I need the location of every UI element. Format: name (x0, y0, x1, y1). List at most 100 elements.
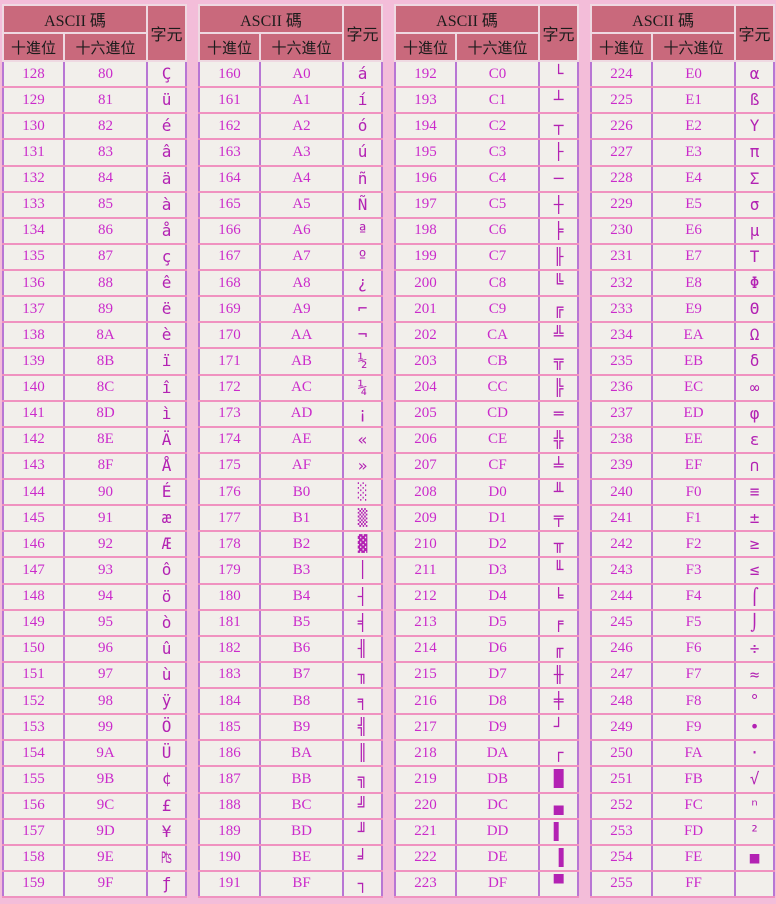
char-cell: │ (342, 556, 384, 585)
table-row: 192 C0 └ (394, 59, 580, 89)
char-header: 字元 (538, 4, 580, 62)
char-cell: Ü (146, 739, 188, 768)
char-cell: φ (734, 399, 776, 428)
decimal-cell: 152 (2, 686, 65, 716)
table-row: 240 F0 ≡ (590, 477, 776, 507)
table-row: 154 9A Ü (2, 739, 188, 768)
decimal-cell: 218 (394, 739, 458, 768)
char-cell: Ω (734, 321, 776, 350)
decimal-cell: 220 (394, 791, 458, 820)
decimal-cell: 230 (590, 216, 654, 245)
decimal-cell: 221 (394, 817, 458, 846)
hex-cell: FF (651, 869, 737, 899)
char-cell: ╙ (538, 556, 580, 585)
hex-cell: A8 (259, 268, 345, 298)
table-row: 183 B7 ╖ (198, 660, 384, 690)
hex-cell: F2 (651, 530, 737, 559)
char-cell: ▐ (538, 843, 580, 872)
decimal-cell: 248 (590, 686, 654, 716)
table-body-group-2: 160 A0 á 161 A1 í 162 A2 ó 163 A3 ú 164 A4 ñ 165 A5 Ñ 166 A… (198, 59, 384, 899)
char-cell (734, 869, 776, 899)
decimal-cell: 145 (2, 504, 65, 533)
table-row: 217 D9 ┘ (394, 713, 580, 742)
table-row: 209 D1 ╤ (394, 504, 580, 533)
hex-cell: DA (455, 739, 541, 768)
table-row: 237 ED φ (590, 399, 776, 428)
table-row: 246 F6 ÷ (590, 634, 776, 663)
table-row: 214 D6 ╓ (394, 634, 580, 663)
char-cell: è (146, 321, 188, 350)
hex-cell: FE (651, 843, 737, 872)
hex-cell: 81 (62, 86, 149, 115)
char-cell: ù (146, 660, 188, 690)
char-cell: ₧ (146, 843, 188, 872)
char-header: 字元 (146, 4, 188, 62)
table-row: 152 98 ÿ (2, 686, 188, 716)
char-cell: ┌ (538, 739, 580, 768)
char-cell: ╪ (538, 686, 580, 716)
table-row: 247 F7 ≈ (590, 660, 776, 690)
hex-cell: A3 (259, 138, 345, 167)
char-cell: ∩ (734, 451, 776, 481)
decimal-cell: 249 (590, 713, 654, 742)
decimal-cell: 187 (198, 765, 262, 794)
hex-cell: D7 (455, 660, 541, 690)
char-cell: ╓ (538, 634, 580, 663)
table-row: 198 C6 ╞ (394, 216, 580, 245)
char-cell: α (734, 59, 776, 89)
table-row: 216 D8 ╪ (394, 686, 580, 716)
table-row: 227 E3 π (590, 138, 776, 167)
char-cell: ▀ (538, 869, 580, 899)
decimal-cell: 204 (394, 373, 458, 402)
hex-cell: C9 (455, 295, 541, 324)
decimal-cell: 192 (394, 59, 458, 89)
decimal-cell: 191 (198, 869, 262, 899)
decimal-cell: 227 (590, 138, 654, 167)
table-row: 169 A9 ⌐ (198, 295, 384, 324)
table-header: ASCII 碼 字元 十進位 十六進位 (590, 4, 776, 62)
table-row: 197 C5 ┼ (394, 190, 580, 219)
decimal-cell: 244 (590, 582, 654, 611)
decimal-cell: 170 (198, 321, 262, 350)
hex-cell: BF (259, 869, 345, 899)
decimal-cell: 212 (394, 582, 458, 611)
char-cell: ╢ (342, 634, 384, 663)
hex-cell: E4 (651, 164, 737, 193)
hex-cell: DD (455, 817, 541, 846)
hex-cell: B7 (259, 660, 345, 690)
char-cell: ² (734, 817, 776, 846)
hex-cell: E3 (651, 138, 737, 167)
decimal-cell: 195 (394, 138, 458, 167)
table-row: 184 B8 ╕ (198, 686, 384, 716)
hex-cell: D3 (455, 556, 541, 585)
table-row: 241 F1 ± (590, 504, 776, 533)
decimal-cell: 219 (394, 765, 458, 794)
decimal-cell: 159 (2, 869, 65, 899)
decimal-cell: 180 (198, 582, 262, 611)
table-row: 141 8D ì (2, 399, 188, 428)
table-row: 185 B9 ╣ (198, 713, 384, 742)
table-row: 172 AC ¼ (198, 373, 384, 402)
decimal-cell: 193 (394, 86, 458, 115)
hex-cell: BA (259, 739, 345, 768)
table-row: 203 CB ╦ (394, 347, 580, 376)
table-row: 194 C2 ┬ (394, 112, 580, 141)
decimal-cell: 228 (590, 164, 654, 193)
char-cell: ç (146, 242, 188, 272)
decimal-cell: 199 (394, 242, 458, 272)
char-cell: ╬ (538, 425, 580, 454)
char-cell: ÷ (734, 634, 776, 663)
decimal-cell: 172 (198, 373, 262, 402)
hex-cell: F0 (651, 477, 737, 507)
table-row: 231 E7 Τ (590, 242, 776, 272)
char-cell: Τ (734, 242, 776, 272)
char-cell: É (146, 477, 188, 507)
table-row: 173 AD ¡ (198, 399, 384, 428)
hex-cell: F4 (651, 582, 737, 611)
hex-cell: 8A (62, 321, 149, 350)
hex-cell: C4 (455, 164, 541, 193)
decimal-cell: 235 (590, 347, 654, 376)
char-cell: √ (734, 765, 776, 794)
table-row: 215 D7 ╫ (394, 660, 580, 690)
decimal-cell: 132 (2, 164, 65, 193)
